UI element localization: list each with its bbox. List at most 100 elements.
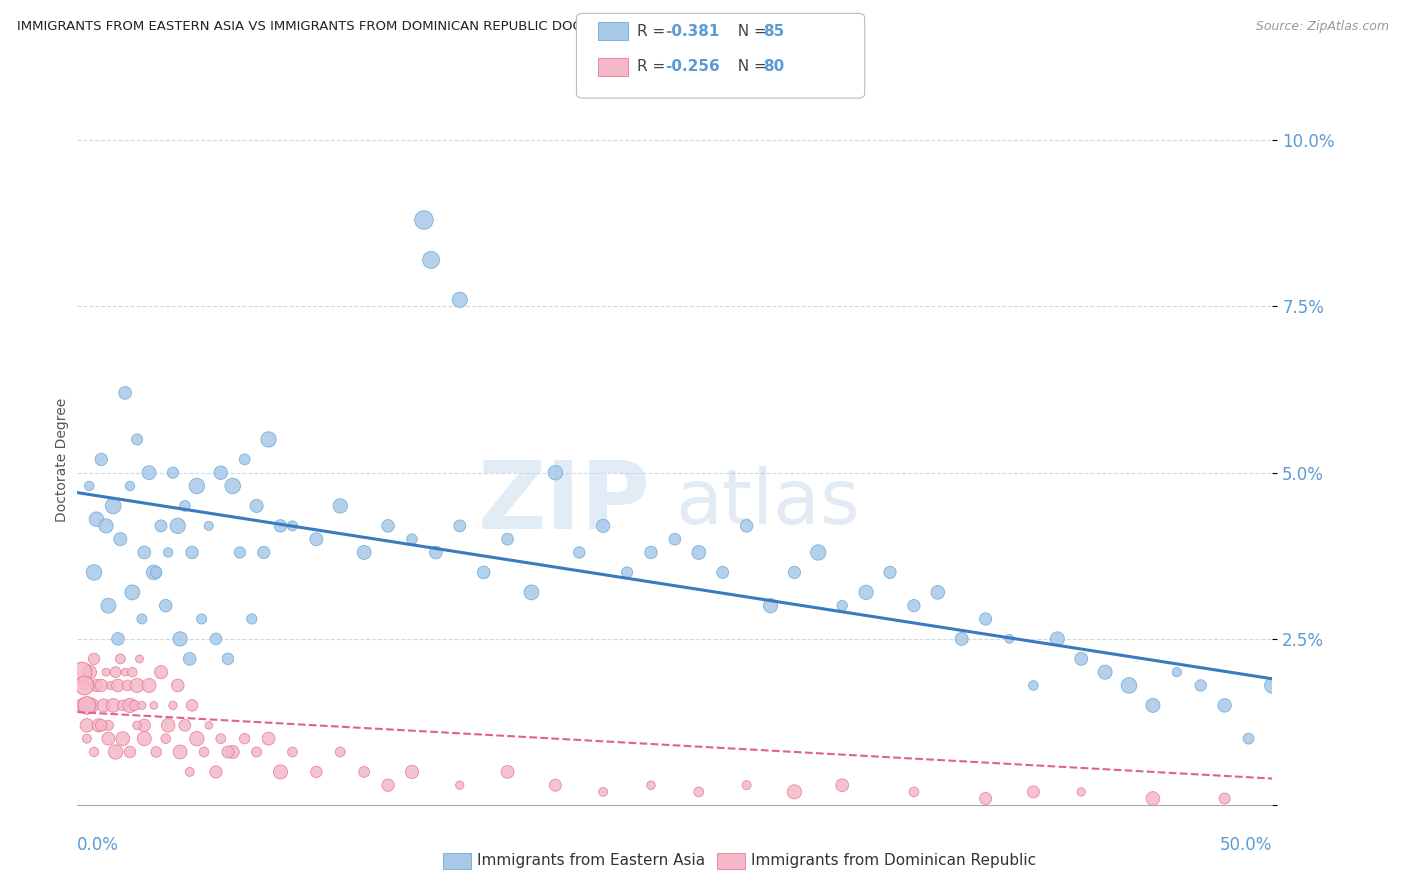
Point	[83, 745, 105, 759]
Point	[1070, 785, 1092, 799]
Point	[124, 698, 146, 713]
Point	[97, 731, 120, 746]
Text: R =: R =	[637, 60, 665, 74]
Point	[174, 499, 197, 513]
Point	[169, 745, 191, 759]
Point	[217, 745, 239, 759]
Point	[76, 731, 98, 746]
Text: 50.0%: 50.0%	[1220, 836, 1272, 854]
Point	[70, 698, 93, 713]
Point	[127, 718, 149, 732]
Point	[496, 764, 519, 779]
Point	[305, 764, 328, 779]
Point	[329, 499, 352, 513]
Point	[688, 545, 710, 559]
Point	[145, 745, 167, 759]
Point	[233, 731, 256, 746]
Point	[640, 545, 662, 559]
Point	[257, 433, 280, 447]
Point	[449, 519, 471, 533]
Point	[111, 698, 134, 713]
Point	[1261, 678, 1284, 692]
Point	[950, 632, 973, 646]
Point	[111, 731, 134, 746]
Point	[735, 519, 758, 533]
Point	[222, 745, 245, 759]
Point	[83, 652, 105, 666]
Text: atlas: atlas	[675, 467, 859, 541]
Point	[735, 778, 758, 792]
Point	[1237, 731, 1260, 746]
Point	[472, 566, 495, 580]
Point	[76, 718, 98, 732]
Point	[544, 466, 567, 480]
Point	[157, 718, 180, 732]
Point	[118, 698, 141, 713]
Point	[205, 632, 228, 646]
Point	[97, 718, 120, 732]
Text: 0.0%: 0.0%	[77, 836, 120, 854]
Point	[179, 652, 201, 666]
Point	[205, 764, 228, 779]
Point	[121, 665, 143, 680]
Point	[496, 532, 519, 546]
Point	[592, 785, 614, 799]
Point	[1094, 665, 1116, 680]
Point	[104, 665, 127, 680]
Text: Immigrants from Eastern Asia: Immigrants from Eastern Asia	[477, 854, 704, 868]
Point	[90, 452, 112, 467]
Text: -0.381: -0.381	[665, 24, 720, 38]
Point	[1070, 652, 1092, 666]
Text: N =: N =	[728, 24, 768, 38]
Point	[145, 566, 167, 580]
Text: Immigrants from Dominican Republic: Immigrants from Dominican Republic	[751, 854, 1036, 868]
Point	[233, 452, 256, 467]
Point	[711, 566, 734, 580]
Point	[103, 698, 124, 713]
Point	[209, 466, 232, 480]
Point	[134, 718, 156, 732]
Point	[281, 745, 304, 759]
Point	[90, 718, 112, 732]
Point	[93, 698, 115, 713]
Point	[114, 665, 136, 680]
Point	[155, 599, 177, 613]
Point	[353, 764, 375, 779]
Point	[927, 585, 949, 599]
Point	[1022, 785, 1045, 799]
Point	[79, 665, 101, 680]
Point	[190, 612, 212, 626]
Point	[1118, 678, 1140, 692]
Point	[401, 532, 423, 546]
Point	[998, 632, 1021, 646]
Point	[903, 599, 925, 613]
Point	[104, 745, 127, 759]
Point	[142, 566, 165, 580]
Point	[253, 545, 276, 559]
Point	[1142, 698, 1164, 713]
Point	[1046, 632, 1069, 646]
Point	[616, 566, 638, 580]
Point	[179, 764, 201, 779]
Text: Source: ZipAtlas.com: Source: ZipAtlas.com	[1256, 20, 1389, 33]
Point	[127, 433, 149, 447]
Point	[1189, 678, 1212, 692]
Point	[94, 519, 117, 533]
Point	[568, 545, 591, 559]
Point	[107, 632, 129, 646]
Text: ZIP: ZIP	[478, 458, 651, 549]
Point	[103, 499, 124, 513]
Point	[73, 678, 96, 692]
Point	[80, 698, 103, 713]
Point	[79, 479, 101, 493]
Point	[257, 731, 280, 746]
Point	[117, 678, 139, 692]
Point	[1142, 791, 1164, 805]
Point	[664, 532, 686, 546]
Point	[449, 293, 471, 307]
Point	[157, 545, 180, 559]
Point	[855, 585, 877, 599]
Point	[353, 545, 375, 559]
Point	[329, 745, 352, 759]
Point	[425, 545, 447, 559]
